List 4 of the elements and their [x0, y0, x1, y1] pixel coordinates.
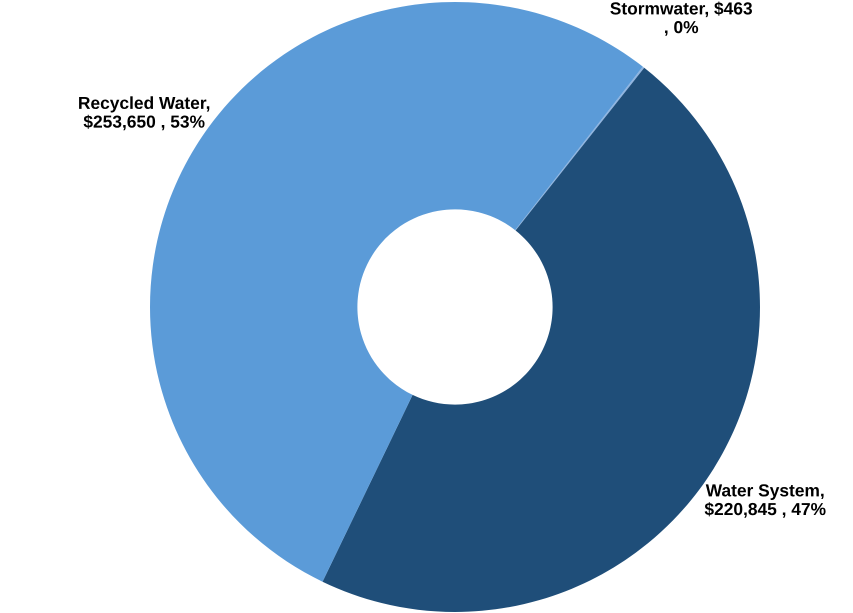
slice-label: Stormwater, $463 , 0% [610, 2, 752, 36]
donut-slice [515, 66, 644, 230]
slice-label: Water System, $220,845 , 47% [704, 484, 826, 518]
slice-label: Recycled Water, $253,650 , 53% [79, 96, 210, 130]
